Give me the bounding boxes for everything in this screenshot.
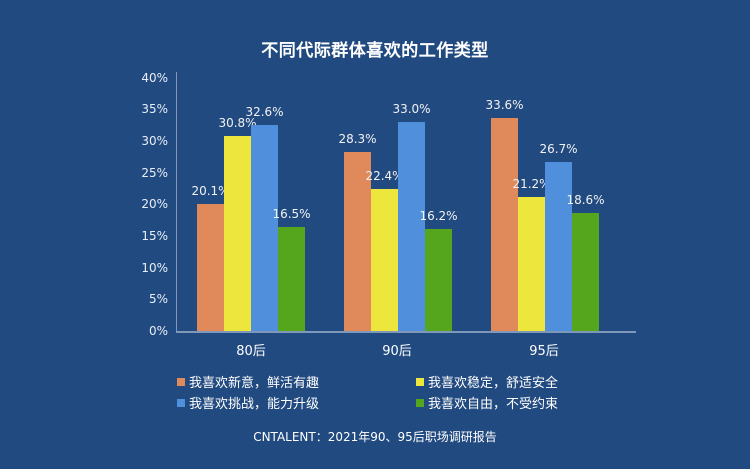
bar	[572, 213, 599, 331]
legend-item: 我喜欢新意，鲜活有趣	[177, 372, 319, 391]
legend-swatch	[416, 377, 424, 386]
bar	[398, 122, 425, 331]
bar	[224, 136, 251, 331]
data-label: 33.6%	[485, 98, 524, 113]
legend-label: 我喜欢新意，鲜活有趣	[189, 376, 320, 391]
legend-item: 我喜欢挑战，能力升级	[177, 393, 319, 412]
legend-swatch	[416, 398, 424, 407]
y-tick: 25%	[141, 166, 168, 180]
y-tick: 35%	[141, 102, 168, 116]
chart-title: 不同代际群体喜欢的工作类型	[261, 41, 489, 61]
data-label: 26.7%	[539, 142, 578, 157]
y-tick: 40%	[141, 71, 168, 85]
bar	[518, 196, 545, 331]
legend-item: 我喜欢自由，不受约束	[416, 393, 558, 412]
data-label: 18.6%	[566, 193, 605, 208]
legend-label: 我喜欢稳定，舒适安全	[428, 376, 559, 391]
data-label: 30.8%	[218, 116, 257, 131]
x-category-label: 95后	[529, 344, 559, 359]
y-tick: 0%	[148, 324, 168, 338]
bar	[425, 228, 452, 331]
bar	[491, 118, 518, 331]
y-tick: 10%	[141, 261, 168, 275]
legend-swatch	[177, 377, 185, 386]
bar	[197, 203, 224, 331]
y-tick: 20%	[141, 197, 168, 211]
data-label: 33.0%	[392, 102, 431, 117]
y-axis-line	[176, 72, 177, 332]
plot-area: 20.1% 30.8% 32.6% 16.5% 28.3% 22.4% 33.0% 16.2%…	[176, 78, 636, 331]
x-axis-line	[176, 331, 636, 333]
y-tick: 30%	[141, 134, 168, 148]
data-label: 22.4%	[365, 169, 404, 184]
bar	[371, 189, 398, 331]
bar	[251, 124, 278, 331]
bar	[278, 226, 305, 331]
data-label: 20.1%	[191, 183, 230, 198]
y-tick: 15%	[141, 229, 168, 243]
data-label: 21.2%	[512, 176, 551, 191]
legend-swatch	[177, 398, 185, 407]
data-label: 28.3%	[338, 132, 377, 146]
x-category-label: 80后	[236, 344, 266, 359]
data-label: 16.5%	[272, 206, 311, 221]
source-note: CNTALENT：2021年90、95后职场调研报告	[253, 430, 497, 444]
y-tick: 5%	[148, 292, 168, 306]
legend-label: 我喜欢挑战，能力升级	[189, 397, 320, 412]
data-label: 16.2%	[419, 208, 458, 223]
legend-label: 我喜欢自由，不受约束	[428, 397, 559, 412]
bar	[545, 162, 572, 331]
x-category-label: 90后	[382, 344, 412, 359]
legend-item: 我喜欢稳定，舒适安全	[416, 372, 558, 391]
bar	[344, 152, 371, 331]
data-label: 32.6%	[245, 104, 284, 119]
